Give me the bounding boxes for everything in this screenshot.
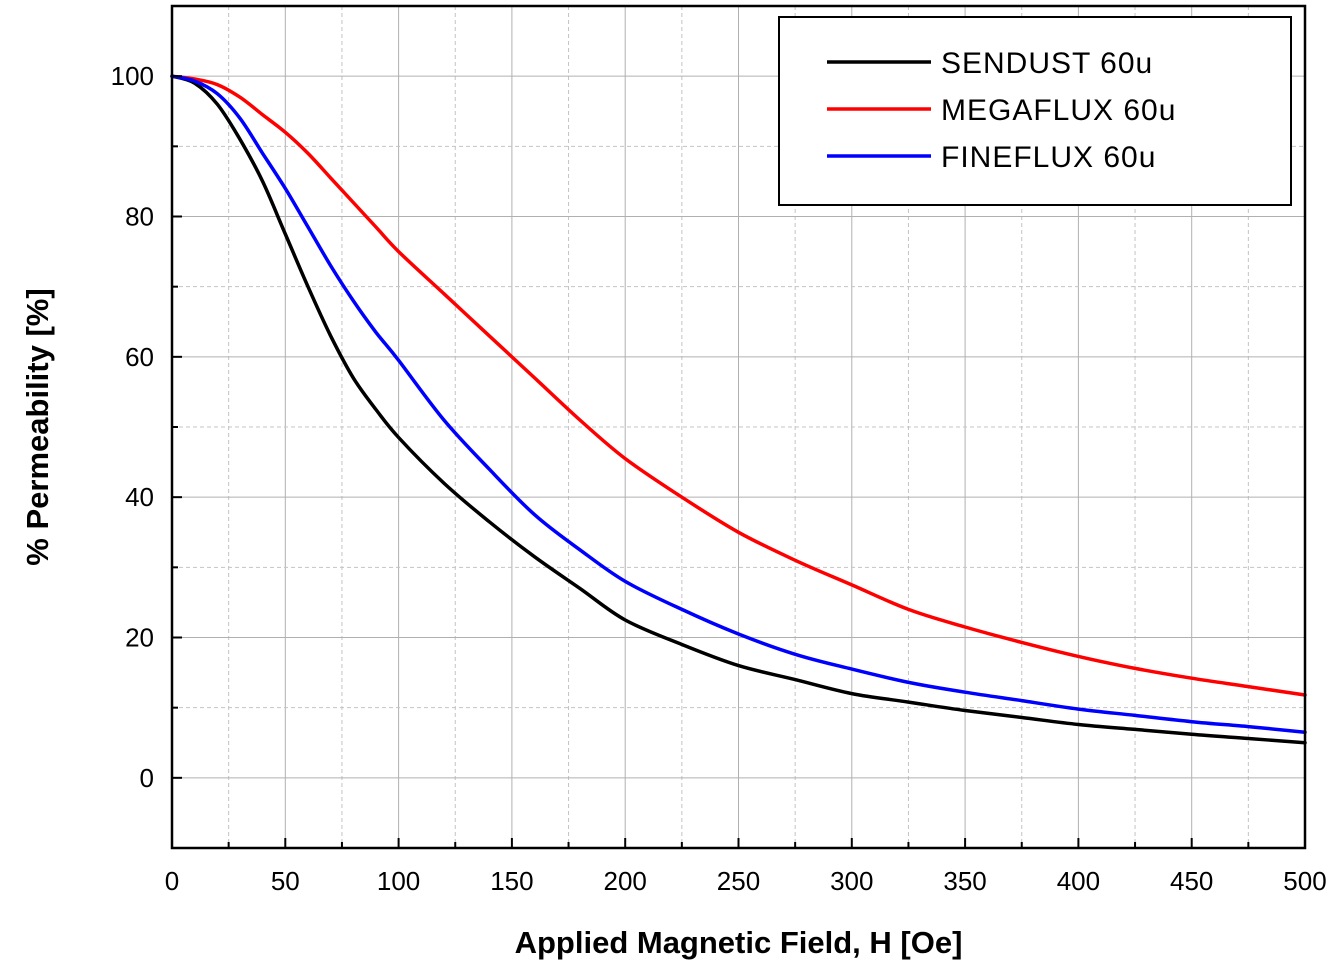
series-line-megaflux-60u (170, 74, 1307, 697)
legend-box (778, 16, 1292, 206)
x-tick-label: 100 (377, 866, 420, 896)
y-tick-label: 0 (140, 763, 154, 793)
legend: SENDUST 60u MEGAFLUX 60u FINEFLUX 60u (778, 16, 1292, 206)
y-tick-label: 60 (125, 342, 154, 372)
axis-ticks (172, 75, 1250, 848)
x-tick-label: 300 (830, 866, 873, 896)
x-tick-label: 50 (271, 866, 300, 896)
series-layer (170, 74, 1307, 745)
legend-label: FINEFLUX 60u (941, 141, 1156, 174)
y-tick-label: 40 (125, 482, 154, 512)
y-axis-title: % Permeability [%] (20, 288, 55, 565)
x-tick-label: 250 (717, 866, 760, 896)
x-tick-label: 400 (1057, 866, 1100, 896)
x-tick-label: 500 (1283, 866, 1326, 896)
y-tick-label: 20 (125, 623, 154, 653)
x-tick-label: 200 (604, 866, 647, 896)
series-line-fineflux-60u (170, 74, 1307, 734)
y-tick-label: 80 (125, 202, 154, 232)
y-tick-label: 100 (111, 61, 154, 91)
tick-labels: 0 50 100 150 200 250 300 350 400 450 500 0 20 40 60 80 1… (111, 61, 1327, 896)
legend-label: SENDUST 60u (941, 47, 1153, 80)
series-line-sendust-60u (170, 74, 1307, 745)
x-tick-label: 450 (1170, 866, 1213, 896)
x-tick-label: 150 (490, 866, 533, 896)
x-tick-label: 350 (943, 866, 986, 896)
x-tick-label: 0 (165, 866, 179, 896)
x-axis-title: Applied Magnetic Field, H [Oe] (515, 925, 963, 960)
legend-label: MEGAFLUX 60u (941, 94, 1176, 127)
